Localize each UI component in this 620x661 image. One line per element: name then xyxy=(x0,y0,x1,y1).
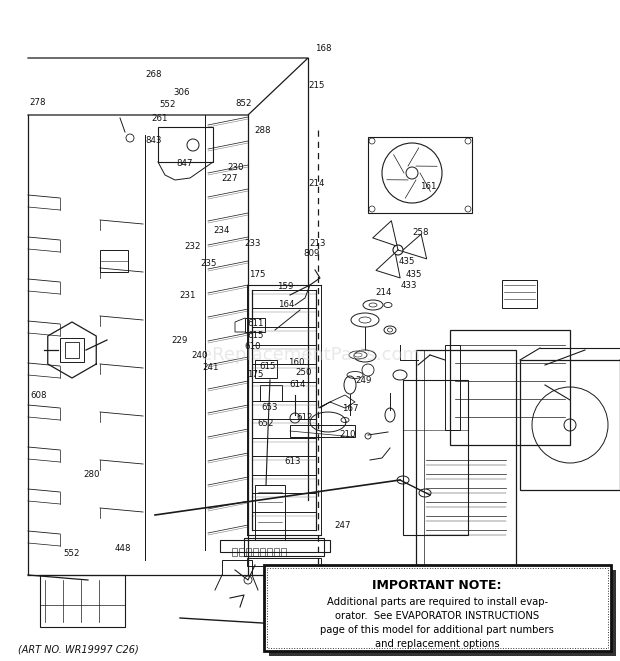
Text: 610: 610 xyxy=(244,342,260,351)
Bar xyxy=(502,280,537,308)
Text: 227: 227 xyxy=(221,174,237,183)
Text: 168: 168 xyxy=(316,44,332,53)
Bar xyxy=(264,565,611,651)
Text: 653: 653 xyxy=(262,403,278,412)
Text: orator.  See EVAPORATOR INSTRUCTIONS: orator. See EVAPORATOR INSTRUCTIONS xyxy=(335,611,539,621)
Text: 240: 240 xyxy=(192,351,208,360)
Bar xyxy=(281,548,286,556)
Text: (ART NO. WR19997 C26): (ART NO. WR19997 C26) xyxy=(18,645,139,655)
Bar xyxy=(40,575,125,627)
Text: 433: 433 xyxy=(401,281,417,290)
Bar xyxy=(416,350,516,610)
Text: 258: 258 xyxy=(412,228,428,237)
Text: Additional parts are required to install evap-: Additional parts are required to install… xyxy=(327,597,547,607)
Text: 852: 852 xyxy=(236,99,252,108)
Text: 231: 231 xyxy=(179,291,195,300)
Text: 175: 175 xyxy=(247,370,264,379)
Text: 249: 249 xyxy=(356,375,372,385)
Text: 214: 214 xyxy=(308,179,324,188)
Bar xyxy=(100,250,128,272)
Bar xyxy=(65,342,79,358)
Text: and replacement options: and replacement options xyxy=(374,639,500,649)
Text: 268: 268 xyxy=(146,69,162,79)
Bar xyxy=(60,338,84,362)
Text: 213: 213 xyxy=(309,239,326,248)
Bar xyxy=(253,548,258,556)
Text: 214: 214 xyxy=(375,288,391,297)
Bar xyxy=(244,538,324,556)
Text: 809: 809 xyxy=(303,249,319,258)
Text: 234: 234 xyxy=(213,225,229,235)
Bar xyxy=(158,127,213,162)
Bar xyxy=(255,360,277,378)
Text: eReplacementParts.com: eReplacementParts.com xyxy=(200,346,420,364)
Text: 843: 843 xyxy=(146,136,162,145)
Text: 229: 229 xyxy=(172,336,188,345)
Text: 448: 448 xyxy=(115,544,131,553)
Bar xyxy=(450,330,570,445)
Text: 167: 167 xyxy=(342,404,358,413)
Text: 615: 615 xyxy=(260,362,276,371)
Bar xyxy=(239,548,244,556)
Text: 261: 261 xyxy=(152,114,168,124)
Text: 552: 552 xyxy=(159,100,175,109)
Text: 233: 233 xyxy=(244,239,260,248)
Text: 159: 159 xyxy=(277,282,293,291)
Text: 161: 161 xyxy=(420,182,436,191)
Bar xyxy=(245,318,265,332)
Text: 613: 613 xyxy=(285,457,301,466)
Text: 164: 164 xyxy=(278,300,294,309)
Text: 552: 552 xyxy=(63,549,79,558)
Text: 232: 232 xyxy=(184,242,200,251)
Text: 306: 306 xyxy=(174,88,190,97)
Bar xyxy=(368,137,472,213)
Text: 608: 608 xyxy=(31,391,47,400)
Bar xyxy=(260,385,282,401)
Circle shape xyxy=(393,245,403,255)
Text: 241: 241 xyxy=(203,363,219,372)
Bar xyxy=(411,595,521,610)
Text: 847: 847 xyxy=(177,159,193,169)
Text: 611: 611 xyxy=(248,319,264,329)
Text: page of this model for additional part numbers: page of this model for additional part n… xyxy=(320,625,554,635)
Text: 250: 250 xyxy=(296,368,312,377)
Text: 215: 215 xyxy=(308,81,324,91)
Text: 235: 235 xyxy=(201,258,217,268)
Text: 210: 210 xyxy=(339,430,355,440)
Text: IMPORTANT NOTE:: IMPORTANT NOTE: xyxy=(373,579,502,592)
Bar xyxy=(403,380,468,535)
Text: 435: 435 xyxy=(406,270,422,279)
Bar xyxy=(267,568,608,648)
Bar xyxy=(267,548,272,556)
Text: 160: 160 xyxy=(288,358,304,367)
Bar xyxy=(268,570,616,656)
Text: 614: 614 xyxy=(290,380,306,389)
Bar xyxy=(246,548,251,556)
Text: 175: 175 xyxy=(249,270,265,279)
Bar xyxy=(247,558,321,566)
Bar xyxy=(255,485,285,540)
Bar xyxy=(274,548,279,556)
Text: 280: 280 xyxy=(84,470,100,479)
Bar xyxy=(520,360,620,490)
Bar xyxy=(260,548,265,556)
Text: 278: 278 xyxy=(29,98,45,107)
Bar xyxy=(232,548,237,556)
Bar xyxy=(290,425,355,437)
Text: 247: 247 xyxy=(335,521,351,530)
Bar xyxy=(445,345,460,430)
Text: 615: 615 xyxy=(248,330,264,340)
Text: 230: 230 xyxy=(228,163,244,172)
Text: 652: 652 xyxy=(257,418,273,428)
Bar xyxy=(220,540,330,552)
Bar xyxy=(222,560,252,575)
Text: 435: 435 xyxy=(399,256,415,266)
Text: 612: 612 xyxy=(297,413,313,422)
Text: 288: 288 xyxy=(254,126,270,135)
